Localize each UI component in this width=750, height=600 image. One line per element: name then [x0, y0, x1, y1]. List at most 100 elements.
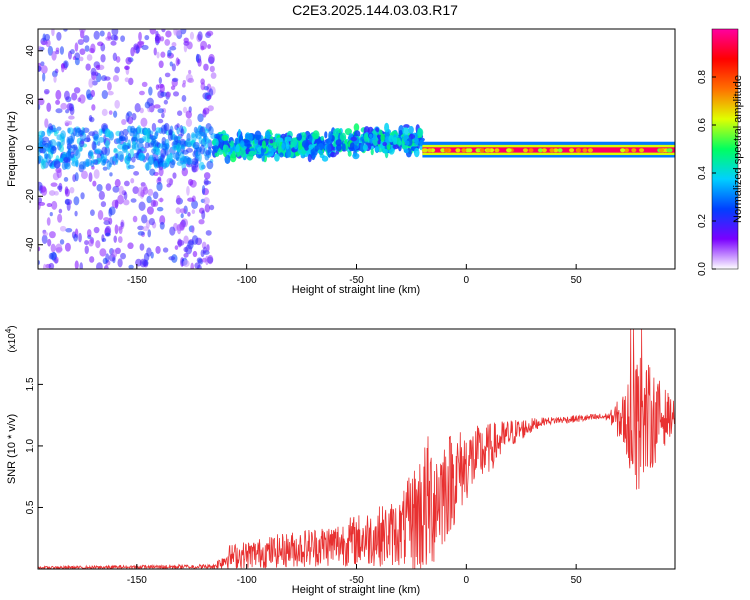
spectral-blob — [180, 128, 185, 137]
spectral-blob — [199, 144, 205, 155]
spectral-blob — [101, 237, 107, 242]
spectral-blob — [88, 238, 94, 247]
spectral-blob — [165, 91, 172, 98]
spectral-blob — [206, 30, 214, 37]
spectral-blob — [308, 134, 313, 143]
spectral-blob — [362, 144, 368, 152]
spectral-blob — [215, 133, 221, 140]
spectral-blob — [201, 184, 206, 195]
spectral-blob — [341, 143, 346, 152]
y-tick-label: 40 — [25, 45, 36, 57]
spectral-blob — [71, 92, 78, 101]
spectral-blob — [186, 41, 193, 50]
spectral-blob — [81, 170, 88, 180]
spectral-blob — [102, 166, 108, 171]
spectral-blob — [160, 51, 166, 58]
spectral-blob — [176, 195, 181, 205]
spectral-blob — [205, 138, 211, 144]
spectral-blob — [392, 144, 399, 150]
spectral-blob — [93, 226, 100, 234]
spectral-blob — [156, 181, 163, 192]
spectral-blob — [187, 197, 195, 202]
spectral-blob — [333, 128, 339, 138]
spectral-blob — [38, 246, 41, 252]
spectral-blob — [118, 185, 125, 196]
spectral-blob — [205, 230, 212, 236]
spectral-blob — [176, 123, 180, 128]
spectral-blob — [47, 238, 52, 247]
spectral-blob — [204, 203, 211, 213]
spectral-blob — [141, 44, 149, 51]
spectral-blob — [171, 77, 179, 82]
spectral-blob — [117, 236, 123, 244]
spectral-blob — [191, 235, 199, 245]
spectral-blob — [169, 226, 176, 236]
spectral-blob — [41, 40, 49, 46]
spectral-blob — [84, 45, 90, 52]
spectral-blob — [167, 132, 173, 141]
spectral-blob — [112, 75, 119, 82]
spectral-blob — [198, 153, 202, 163]
spectral-blob — [443, 148, 449, 153]
spectral-blob — [124, 77, 130, 83]
spectral-blob — [329, 151, 337, 158]
spectral-blob — [160, 148, 167, 158]
spectral-blob — [248, 150, 256, 156]
spectral-blob — [137, 231, 145, 236]
snr-x-label: Height of straight line (km) — [292, 584, 420, 596]
spectral-blob — [155, 148, 161, 156]
spectral-blob — [152, 200, 159, 207]
spectral-blob — [109, 172, 113, 177]
spectral-blob — [114, 178, 121, 188]
spectral-blob — [59, 225, 67, 232]
spectral-blob — [111, 249, 118, 258]
spectral-blob — [70, 132, 76, 142]
spectrogram-y-ticks: -40 -20 0 20 40 — [25, 45, 43, 252]
spectral-blob — [182, 80, 187, 85]
spectral-blob — [103, 217, 110, 222]
spectral-blob — [130, 46, 135, 57]
spectral-blob — [185, 138, 192, 148]
spectral-blob — [155, 30, 159, 38]
spectral-blob — [133, 171, 140, 176]
spectral-blob — [123, 199, 130, 206]
x-tick-label: 50 — [571, 575, 583, 586]
spectral-blob — [120, 252, 127, 260]
spectral-blob — [347, 150, 352, 157]
spectral-blob — [101, 108, 108, 117]
spectral-blob — [134, 103, 141, 113]
spectral-blob — [177, 110, 183, 116]
spectral-blob — [404, 140, 410, 146]
svg-text:(x104): (x104) — [4, 325, 18, 352]
spectral-blob — [85, 161, 90, 167]
spectral-blob — [321, 155, 329, 162]
spectral-blob — [189, 31, 195, 40]
spectral-blob — [413, 147, 420, 158]
spectral-blob — [68, 115, 75, 120]
spectral-blob — [200, 40, 208, 50]
spectral-blob — [160, 36, 165, 42]
spectral-blob — [172, 152, 180, 160]
spectral-blob — [50, 251, 57, 261]
spectral-blob — [96, 183, 103, 192]
spectral-blob — [177, 238, 183, 248]
spectral-blob — [145, 162, 150, 172]
spectral-blob — [107, 90, 114, 96]
spectral-blob — [179, 221, 185, 232]
x-tick-label: -100 — [237, 575, 257, 586]
spectral-blob — [159, 215, 166, 225]
spectral-blob — [136, 125, 142, 134]
spectral-blob — [162, 247, 169, 253]
spectral-blob — [187, 211, 191, 217]
spectral-blob — [353, 144, 358, 150]
spectral-blob — [88, 114, 93, 122]
spectral-blob — [161, 29, 166, 33]
spectral-blob — [74, 260, 79, 269]
spectral-blob — [240, 148, 246, 158]
spectral-blob — [168, 256, 176, 261]
spectral-blob — [388, 135, 394, 143]
spectral-blob — [82, 127, 90, 134]
spectral-blob — [90, 43, 96, 54]
spectral-blob — [659, 148, 665, 153]
spectral-blob — [117, 194, 124, 205]
